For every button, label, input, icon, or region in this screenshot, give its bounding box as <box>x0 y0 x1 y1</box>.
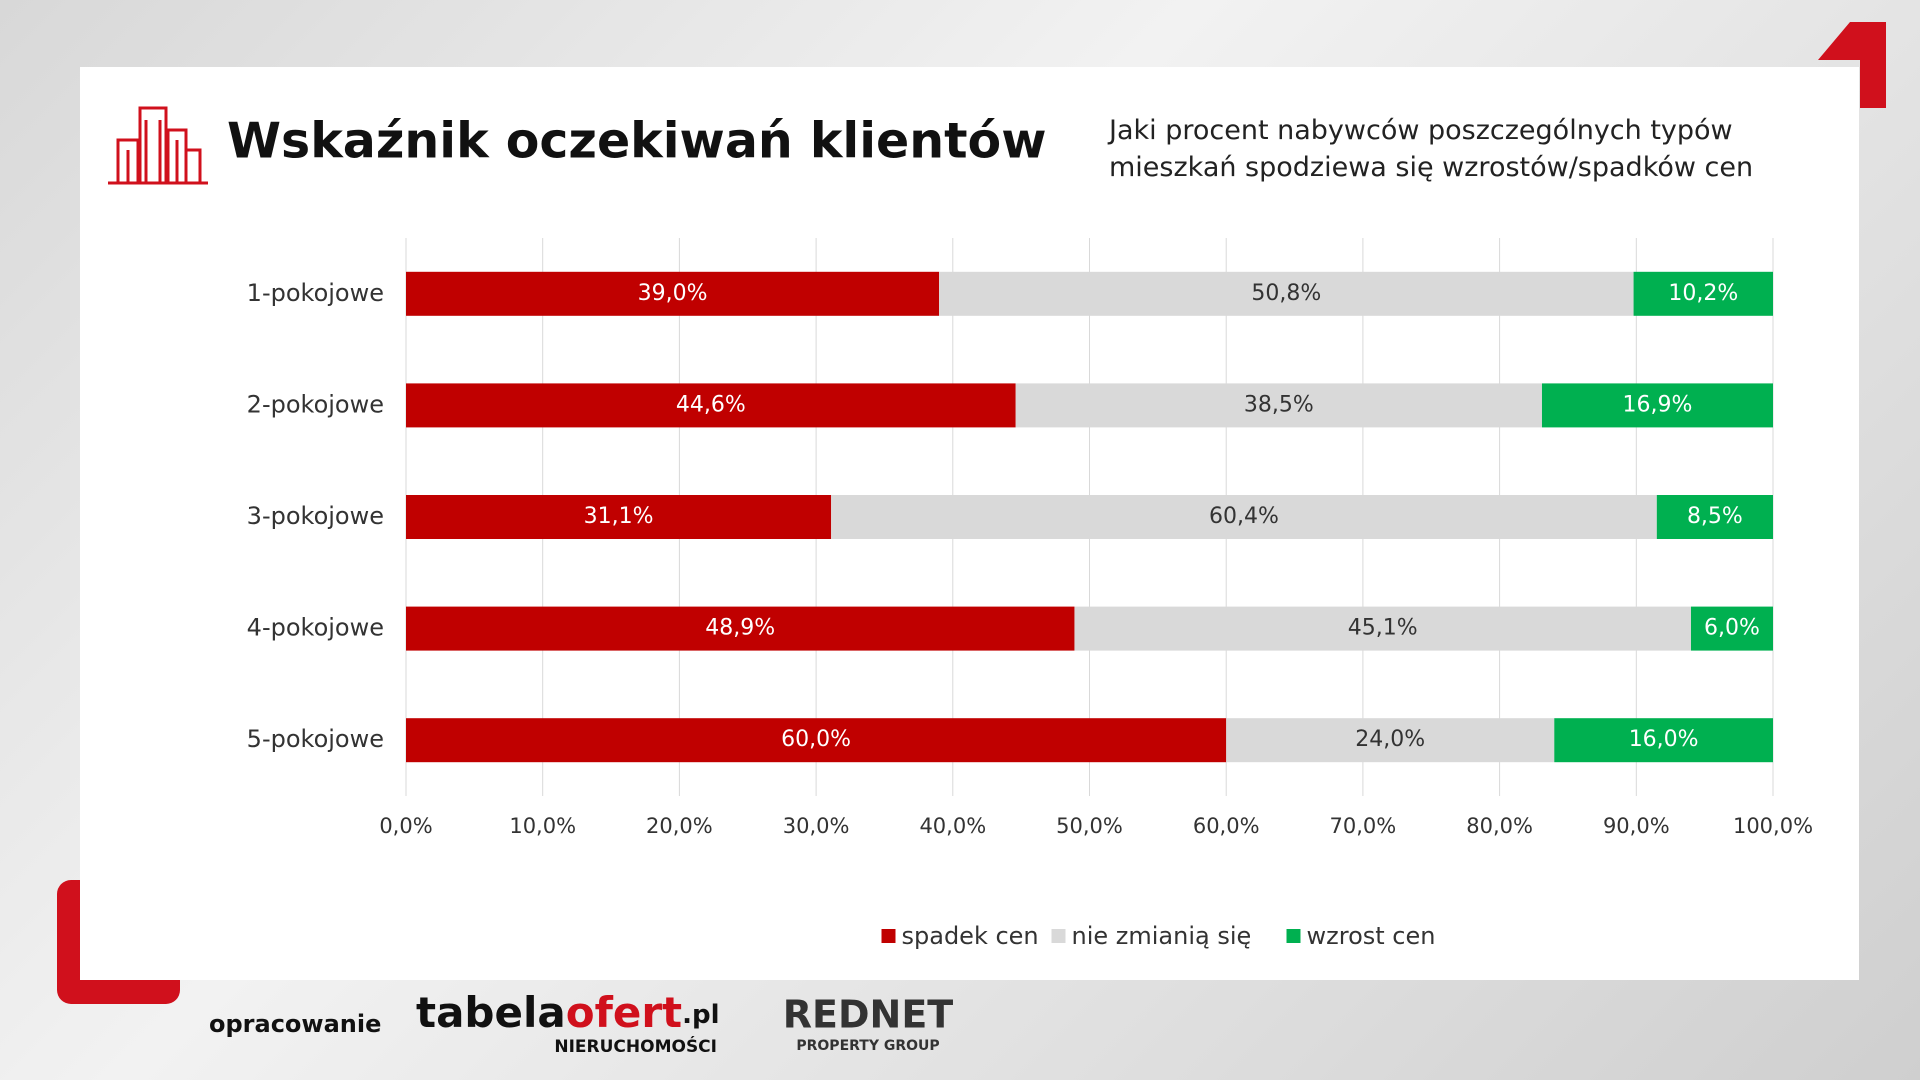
data-label: 45,1% <box>1348 616 1418 641</box>
bar-segment <box>1656 495 1773 539</box>
x-tick-label: 100,0% <box>1733 814 1813 838</box>
legend-label: wzrost cen <box>1307 922 1436 950</box>
y-tick-label: 2-pokojowe <box>247 390 384 418</box>
x-tick-label: 80,0% <box>1466 814 1533 838</box>
data-label: 6,0% <box>1704 616 1760 641</box>
data-label: 44,6% <box>676 392 746 417</box>
bar-segment <box>1226 718 1555 763</box>
x-tick-label: 90,0% <box>1603 814 1670 838</box>
bar-segment <box>831 495 1657 539</box>
bar-segment <box>406 718 1227 763</box>
data-label: 31,1% <box>584 504 654 529</box>
legend-swatch <box>881 929 896 943</box>
data-label: 8,5% <box>1687 504 1743 529</box>
y-tick-label: 1-pokojowe <box>247 279 384 307</box>
data-label: 24,0% <box>1355 727 1425 752</box>
logo-part: ofert <box>566 988 682 1037</box>
logo-sub: NIERUCHOMOŚCI <box>554 1035 717 1057</box>
y-tick-label: 4-pokojowe <box>247 614 384 642</box>
legend-label: nie zmianią się <box>1072 922 1252 950</box>
x-tick-label: 20,0% <box>646 814 713 838</box>
data-label: 16,0% <box>1629 727 1699 752</box>
bar-segment <box>1074 606 1691 651</box>
chart-title: Wskaźnik oczekiwań klientów <box>227 113 1046 170</box>
x-tick-label: 30,0% <box>783 814 850 838</box>
y-tick-label: 5-pokojowe <box>247 725 384 753</box>
building-icon <box>108 106 208 185</box>
data-label: 50,8% <box>1251 281 1321 306</box>
logo-part: .pl <box>682 1000 719 1030</box>
chart-subtitle: Jaki procent nabywców poszczególnych typ… <box>1109 115 1754 183</box>
bar-segment <box>1541 383 1773 428</box>
x-tick-label: 40,0% <box>919 814 986 838</box>
legend-swatch <box>1286 929 1301 943</box>
data-label: 39,0% <box>638 281 708 306</box>
logo-sub: PROPERTY GROUP <box>796 1038 939 1054</box>
data-label: 60,0% <box>781 727 851 752</box>
bar-segment <box>1554 718 1773 763</box>
legend-label: spadek cen <box>902 922 1039 950</box>
bar-segment <box>406 606 1075 651</box>
data-label: 10,2% <box>1668 281 1738 306</box>
logo: tabelaofert.pl <box>416 988 720 1037</box>
y-tick-label: 3-pokojowe <box>247 502 384 530</box>
data-label: 38,5% <box>1244 392 1314 417</box>
x-tick-label: 50,0% <box>1056 814 1123 838</box>
data-label: 60,4% <box>1209 504 1279 529</box>
bar-segment <box>406 495 832 539</box>
accent <box>1818 22 1886 108</box>
x-tick-label: 10,0% <box>509 814 576 838</box>
credit: opracowanie <box>209 1010 381 1038</box>
x-tick-label: 70,0% <box>1330 814 1397 838</box>
logo: REDNET <box>783 993 954 1037</box>
bar-segment <box>939 271 1634 316</box>
bar-segment <box>406 383 1016 428</box>
data-label: 16,9% <box>1623 392 1693 417</box>
data-label: 48,9% <box>705 616 775 641</box>
legend-swatch <box>1051 929 1066 943</box>
bar-segment <box>406 271 940 316</box>
bar-segment <box>1690 606 1773 651</box>
logo-part: tabela <box>416 988 566 1037</box>
bar-segment <box>1633 271 1773 316</box>
x-tick-label: 0,0% <box>379 814 432 838</box>
bar-segment <box>1015 383 1542 428</box>
x-tick-label: 60,0% <box>1193 814 1260 838</box>
